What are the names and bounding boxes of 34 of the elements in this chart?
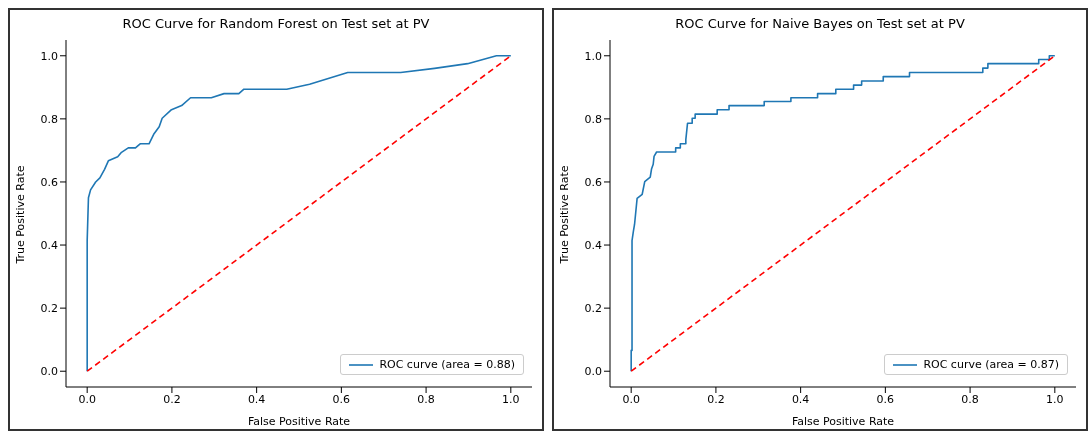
y-tick-label: 0.0 — [584, 365, 602, 379]
y-tick-label: 0.4 — [584, 238, 602, 252]
x-tick-label: 0.2 — [163, 392, 181, 406]
x-tick-label: 0.8 — [417, 392, 435, 406]
y-tick-label: 0.2 — [584, 302, 602, 316]
line-series — [86, 54, 512, 373]
y-tick-label: 0.2 — [40, 302, 58, 316]
legend-label: ROC curve (area = 0.87) — [923, 358, 1059, 371]
x-axis-title: False Positive Rate — [247, 415, 351, 428]
x-tick-label: 0.6 — [332, 392, 351, 406]
y-tick-label: 1.0 — [40, 49, 58, 63]
y-tick-label: 0.4 — [40, 238, 58, 252]
x-tick-label: 0.4 — [247, 392, 266, 406]
y-tick-label: 0.8 — [584, 112, 602, 126]
x-tick-label: 0.6 — [876, 392, 895, 406]
x-axis-title: False Positive Rate — [791, 415, 895, 428]
legend-label: ROC curve (area = 0.88) — [379, 358, 515, 371]
x-tick-label: 1.0 — [502, 392, 520, 406]
y-tick-label: 0.8 — [40, 112, 58, 126]
chart-title: ROC Curve for Naive Bayes on Test set at PV — [674, 16, 966, 33]
x-tick-label: 0.4 — [791, 392, 810, 406]
x-tick-label: 0.8 — [961, 392, 979, 406]
y-tick-label: 0.6 — [584, 175, 602, 189]
line-series — [630, 54, 1056, 373]
x-tick-label: 1.0 — [1046, 392, 1064, 406]
y-tick-label: 0.0 — [40, 365, 58, 379]
chart-title: ROC Curve for Random Forest on Test set at PV — [121, 16, 431, 33]
y-axis-title: True Positive Rate — [13, 165, 27, 265]
x-tick-label: 0.0 — [78, 392, 96, 406]
x-tick-label: 0.0 — [622, 392, 640, 406]
y-tick-label: 1.0 — [584, 49, 602, 63]
x-tick-label: 0.2 — [707, 392, 725, 406]
y-tick-label: 0.6 — [40, 175, 58, 189]
y-axis-title: True Positive Rate — [557, 165, 571, 265]
